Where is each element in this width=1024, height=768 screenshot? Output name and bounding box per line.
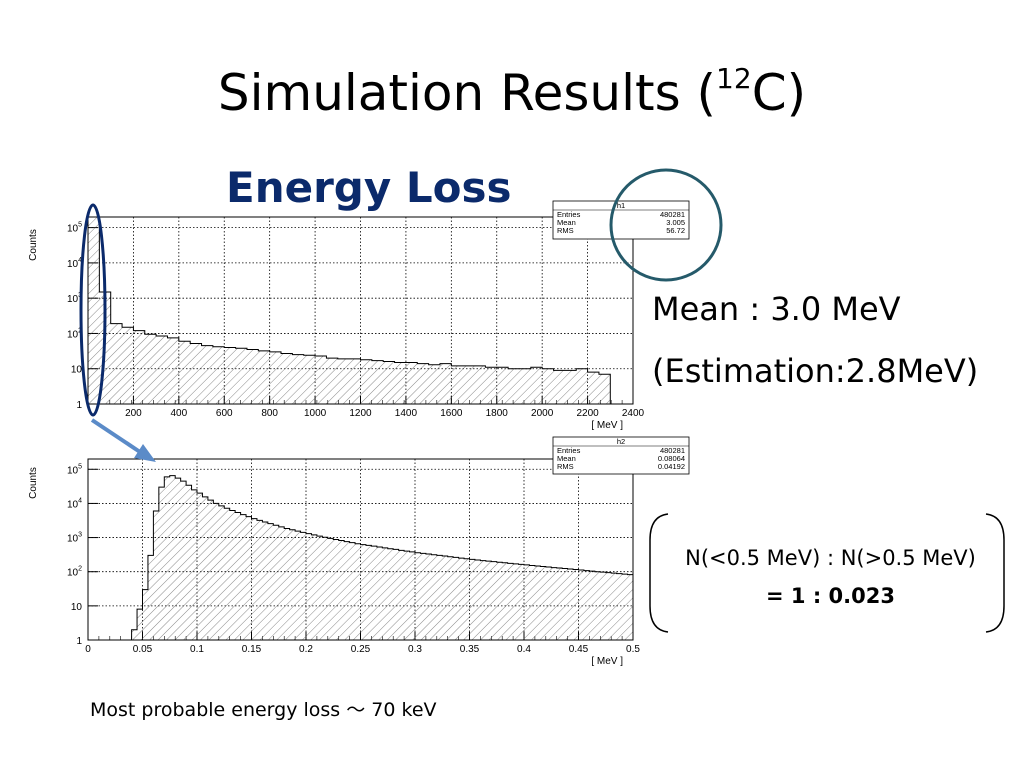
y-tick-label: 104 xyxy=(67,497,82,510)
stats-row-value: 0.08064 xyxy=(658,454,685,463)
y-tick-exponent: 4 xyxy=(78,497,82,504)
zoom-arrow xyxy=(90,418,156,462)
left-brace xyxy=(649,513,669,633)
x-tick-label: 0.25 xyxy=(351,644,371,655)
x-tick-label: 0.35 xyxy=(460,644,480,655)
x-tick-label: 600 xyxy=(216,408,233,419)
stats-box xyxy=(552,200,690,240)
y-tick-exponent: 3 xyxy=(78,532,82,539)
ratio-label: N(<0.5 MeV) : N(>0.5 MeV) xyxy=(685,546,976,570)
x-tick-label: 0.5 xyxy=(626,644,640,655)
x-tick-label: 800 xyxy=(261,408,278,419)
y-tick-label: 10 xyxy=(71,602,83,613)
histogram-h2: 0 0.05 0.1 0.15 0.2 0.25 0.3 0.35 0.4 0.45 0.51051… xyxy=(28,436,690,667)
x-tick-label: 0.15 xyxy=(242,644,262,655)
x-axis-label: [ MeV ] xyxy=(591,656,623,667)
most-probable-note: Most probable energy loss ～ 70 keV xyxy=(90,699,437,721)
stats-highlight-circle xyxy=(609,168,723,282)
x-tick-label: 1400 xyxy=(395,408,418,419)
y-tick-label: 103 xyxy=(67,532,82,545)
x-tick-label: 0 xyxy=(85,644,91,655)
y-tick-exponent: 4 xyxy=(78,257,82,264)
stats-row-label: Mean xyxy=(557,218,576,227)
x-tick-label: 2200 xyxy=(576,408,599,419)
y-tick-label: 104 xyxy=(67,257,82,270)
x-tick-label: 400 xyxy=(170,408,187,419)
stats-row-value: 3.005 xyxy=(666,218,685,227)
stats-row-value: 0.04192 xyxy=(658,462,685,471)
x-axis-label: [ MeV ] xyxy=(591,420,623,431)
right-brace xyxy=(985,513,1005,633)
x-tick-label: 1000 xyxy=(304,408,327,419)
y-tick-exponent: 2 xyxy=(78,566,82,573)
histogram-bars xyxy=(88,475,634,641)
histogram-bars xyxy=(87,216,611,405)
first-bin-highlight-ellipse xyxy=(79,203,107,417)
stats-row-label: RMS xyxy=(557,462,574,471)
x-tick-label: 0.4 xyxy=(517,644,531,655)
x-tick-label: 0.3 xyxy=(408,644,422,655)
title-end: C) xyxy=(751,64,807,122)
stats-box xyxy=(552,436,690,475)
x-tick-label: 2000 xyxy=(531,408,554,419)
stats-row-label: Mean xyxy=(557,454,576,463)
ratio-value: = 1 : 0.023 xyxy=(766,584,895,608)
stats-row-value: 56.72 xyxy=(666,226,685,235)
mean-value-text: Mean : 3.0 MeV xyxy=(652,290,901,328)
x-tick-label: 1200 xyxy=(349,408,372,419)
x-tick-label: 0.1 xyxy=(190,644,204,655)
stats-name: h2 xyxy=(617,437,625,446)
x-tick-label: 1800 xyxy=(486,408,509,419)
x-tick-label: 2400 xyxy=(622,408,645,419)
subtitle: Energy Loss xyxy=(226,163,512,212)
x-tick-label: 0.45 xyxy=(569,644,589,655)
title-main: Simulation Results ( xyxy=(217,64,717,122)
estimation-text: (Estimation:2.8MeV) xyxy=(652,352,979,390)
x-tick-label: 0.05 xyxy=(133,644,153,655)
x-tick-label: 0.2 xyxy=(299,644,313,655)
y-tick-label: 10 xyxy=(71,365,83,376)
y-axis-label: Counts xyxy=(28,229,39,261)
y-tick-exponent: 5 xyxy=(78,463,82,470)
stats-row-label: Entries xyxy=(557,210,581,219)
y-tick-label: 102 xyxy=(67,566,82,579)
y-axis-label: Counts xyxy=(28,467,39,499)
y-tick-exponent: 5 xyxy=(78,222,82,229)
x-tick-label: 1600 xyxy=(440,408,463,419)
stats-row-label: Entries xyxy=(557,446,581,455)
y-tick-label: 105 xyxy=(67,463,82,476)
stats-name: h1 xyxy=(617,201,625,210)
stats-row-value: 480281 xyxy=(660,210,685,219)
y-tick-label: 1 xyxy=(76,400,82,411)
y-tick-label: 105 xyxy=(67,222,82,235)
title-superscript: 12 xyxy=(716,62,752,95)
stats-row-value: 480281 xyxy=(660,446,685,455)
x-tick-label: 200 xyxy=(125,408,142,419)
slide-title: Simulation Results (12C) xyxy=(0,62,1024,122)
histogram-h1: 200 400 600 800 1000 1200 1400 1600 1800 2000 2200… xyxy=(28,200,690,431)
y-tick-label: 1 xyxy=(76,636,82,647)
stats-row-label: RMS xyxy=(557,226,574,235)
